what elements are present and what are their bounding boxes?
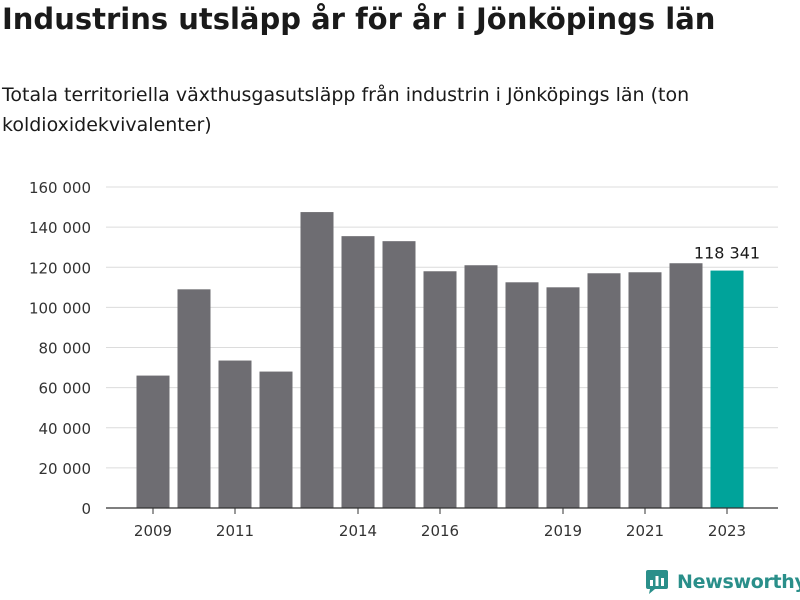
chart-subtitle: Totala territoriella växthusgasutsläpp f… bbox=[2, 84, 690, 136]
data-label-2023: 118 341 bbox=[694, 244, 760, 263]
bar-2020 bbox=[587, 273, 621, 508]
x-tick-label: 2014 bbox=[339, 522, 377, 540]
y-tick-label: 20 000 bbox=[39, 460, 92, 478]
x-tick-label: 2009 bbox=[134, 522, 172, 540]
y-tick-label: 60 000 bbox=[39, 380, 92, 398]
y-tick-label: 0 bbox=[81, 500, 91, 518]
y-tick-label: 40 000 bbox=[39, 420, 92, 438]
bar-2009 bbox=[136, 375, 170, 508]
y-tick-label: 140 000 bbox=[29, 219, 91, 237]
x-tick-label: 2023 bbox=[708, 522, 746, 540]
x-tick-label: 2019 bbox=[544, 522, 582, 540]
y-tick-label: 80 000 bbox=[39, 340, 92, 358]
bar-2011 bbox=[218, 360, 252, 508]
brand-name: Newsworthy bbox=[677, 570, 800, 593]
bar-2010 bbox=[177, 289, 211, 508]
y-axis-tick-labels: 0 20 000 40 000 60 000 80 000 100 000 120 000 1… bbox=[29, 179, 91, 518]
bar-2013 bbox=[300, 212, 334, 508]
data-labels: 118 341 bbox=[694, 244, 760, 263]
bar-2012 bbox=[259, 371, 293, 508]
x-axis-tick-labels: 2009 2011 2014 2016 2019 2021 2023 bbox=[134, 508, 746, 540]
bar-2018 bbox=[505, 282, 539, 508]
bar-2016 bbox=[423, 271, 457, 508]
bars bbox=[136, 212, 744, 508]
chart-title: Industrins utsläpp år för år i Jönköping… bbox=[2, 2, 716, 36]
bar-2022 bbox=[669, 263, 703, 508]
x-tick-label: 2011 bbox=[216, 522, 254, 540]
newsworthy-logo: Newsworthy bbox=[645, 568, 800, 595]
x-tick-label: 2021 bbox=[626, 522, 664, 540]
y-tick-label: 160 000 bbox=[29, 179, 91, 197]
bar-2017 bbox=[464, 265, 498, 508]
newsworthy-logo-icon bbox=[646, 570, 668, 594]
bar-2014 bbox=[341, 236, 375, 508]
bar-2015 bbox=[382, 241, 416, 508]
bar-2021 bbox=[628, 272, 662, 508]
bar-2023 bbox=[710, 270, 744, 508]
bar-2019 bbox=[546, 287, 580, 508]
x-tick-label: 2016 bbox=[421, 522, 459, 540]
y-tick-label: 120 000 bbox=[29, 259, 91, 277]
y-tick-label: 100 000 bbox=[29, 299, 91, 317]
